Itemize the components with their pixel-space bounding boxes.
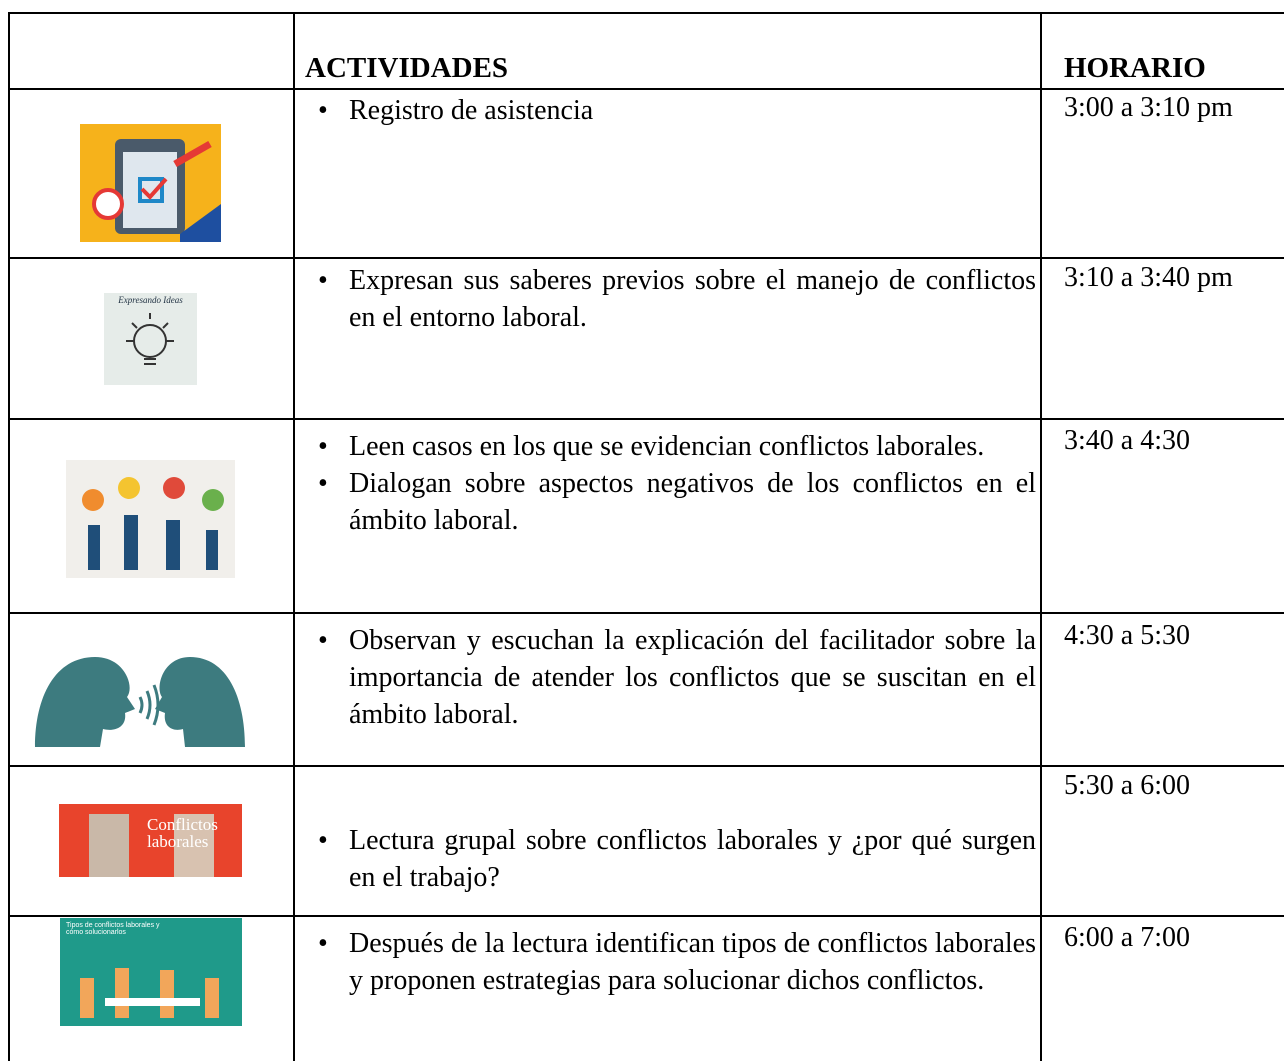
activity-image: [66, 460, 235, 578]
row-border: [8, 612, 1284, 614]
image-caption: Conflictos laborales: [147, 815, 218, 851]
activities: Después de la lectura identifican tipos …: [318, 925, 1036, 999]
header-schedule: HORARIO: [1064, 52, 1206, 84]
col-border: [8, 12, 10, 1061]
activity-image: Conflictos laborales: [59, 804, 242, 877]
row-border: [8, 765, 1284, 767]
illustration: [59, 804, 242, 877]
activity-item: Leen casos en los que se evidencian conf…: [318, 428, 1036, 465]
schedule: 6:00 a 7:00: [1064, 922, 1190, 953]
activity-item: Lectura grupal sobre conflictos laborale…: [318, 822, 1036, 896]
row-border: [8, 12, 1284, 14]
image-caption: Expresando Ideas: [118, 295, 183, 305]
activity-item: Expresan sus saberes previos sobre el ma…: [318, 262, 1036, 336]
activities: Observan y escuchan la explicación del f…: [318, 622, 1036, 733]
illustration: [80, 124, 221, 242]
illustration: [66, 460, 235, 578]
activity-image: [80, 124, 221, 242]
activities: Leen casos en los que se evidencian conf…: [318, 428, 1036, 539]
schedule: 3:10 a 3:40 pm: [1064, 262, 1233, 293]
schedule: 5:30 a 6:00: [1064, 770, 1190, 801]
col-border: [1040, 12, 1042, 1061]
schedule: 3:00 a 3:10 pm: [1064, 92, 1233, 123]
activity-image: Tipos de conflictos laborales y cómo sol…: [60, 918, 242, 1026]
row-border: [8, 418, 1284, 420]
header-activities: ACTIVIDADES: [305, 52, 509, 84]
activity-image: [15, 617, 260, 755]
illustration: [15, 617, 260, 755]
activity-item: Después de la lectura identifican tipos …: [318, 925, 1036, 999]
row-border: [8, 915, 1284, 917]
illustration: [104, 293, 197, 385]
activity-image: Expresando Ideas: [104, 293, 197, 385]
col-border: [293, 12, 295, 1061]
row-border: [8, 88, 1284, 90]
row-border: [8, 257, 1284, 259]
activities: Lectura grupal sobre conflictos laborale…: [318, 822, 1036, 896]
illustration: [60, 918, 242, 1026]
activity-item: Dialogan sobre aspectos negativos de los…: [318, 465, 1036, 539]
schedule: 3:40 a 4:30: [1064, 425, 1190, 456]
activities: Expresan sus saberes previos sobre el ma…: [318, 262, 1036, 336]
activity-item: Registro de asistencia: [318, 92, 1036, 129]
image-caption: Tipos de conflictos laborales y cómo sol…: [66, 922, 160, 936]
activities: Registro de asistencia: [318, 92, 1036, 129]
schedule: 4:30 a 5:30: [1064, 620, 1190, 651]
activity-item: Observan y escuchan la explicación del f…: [318, 622, 1036, 733]
